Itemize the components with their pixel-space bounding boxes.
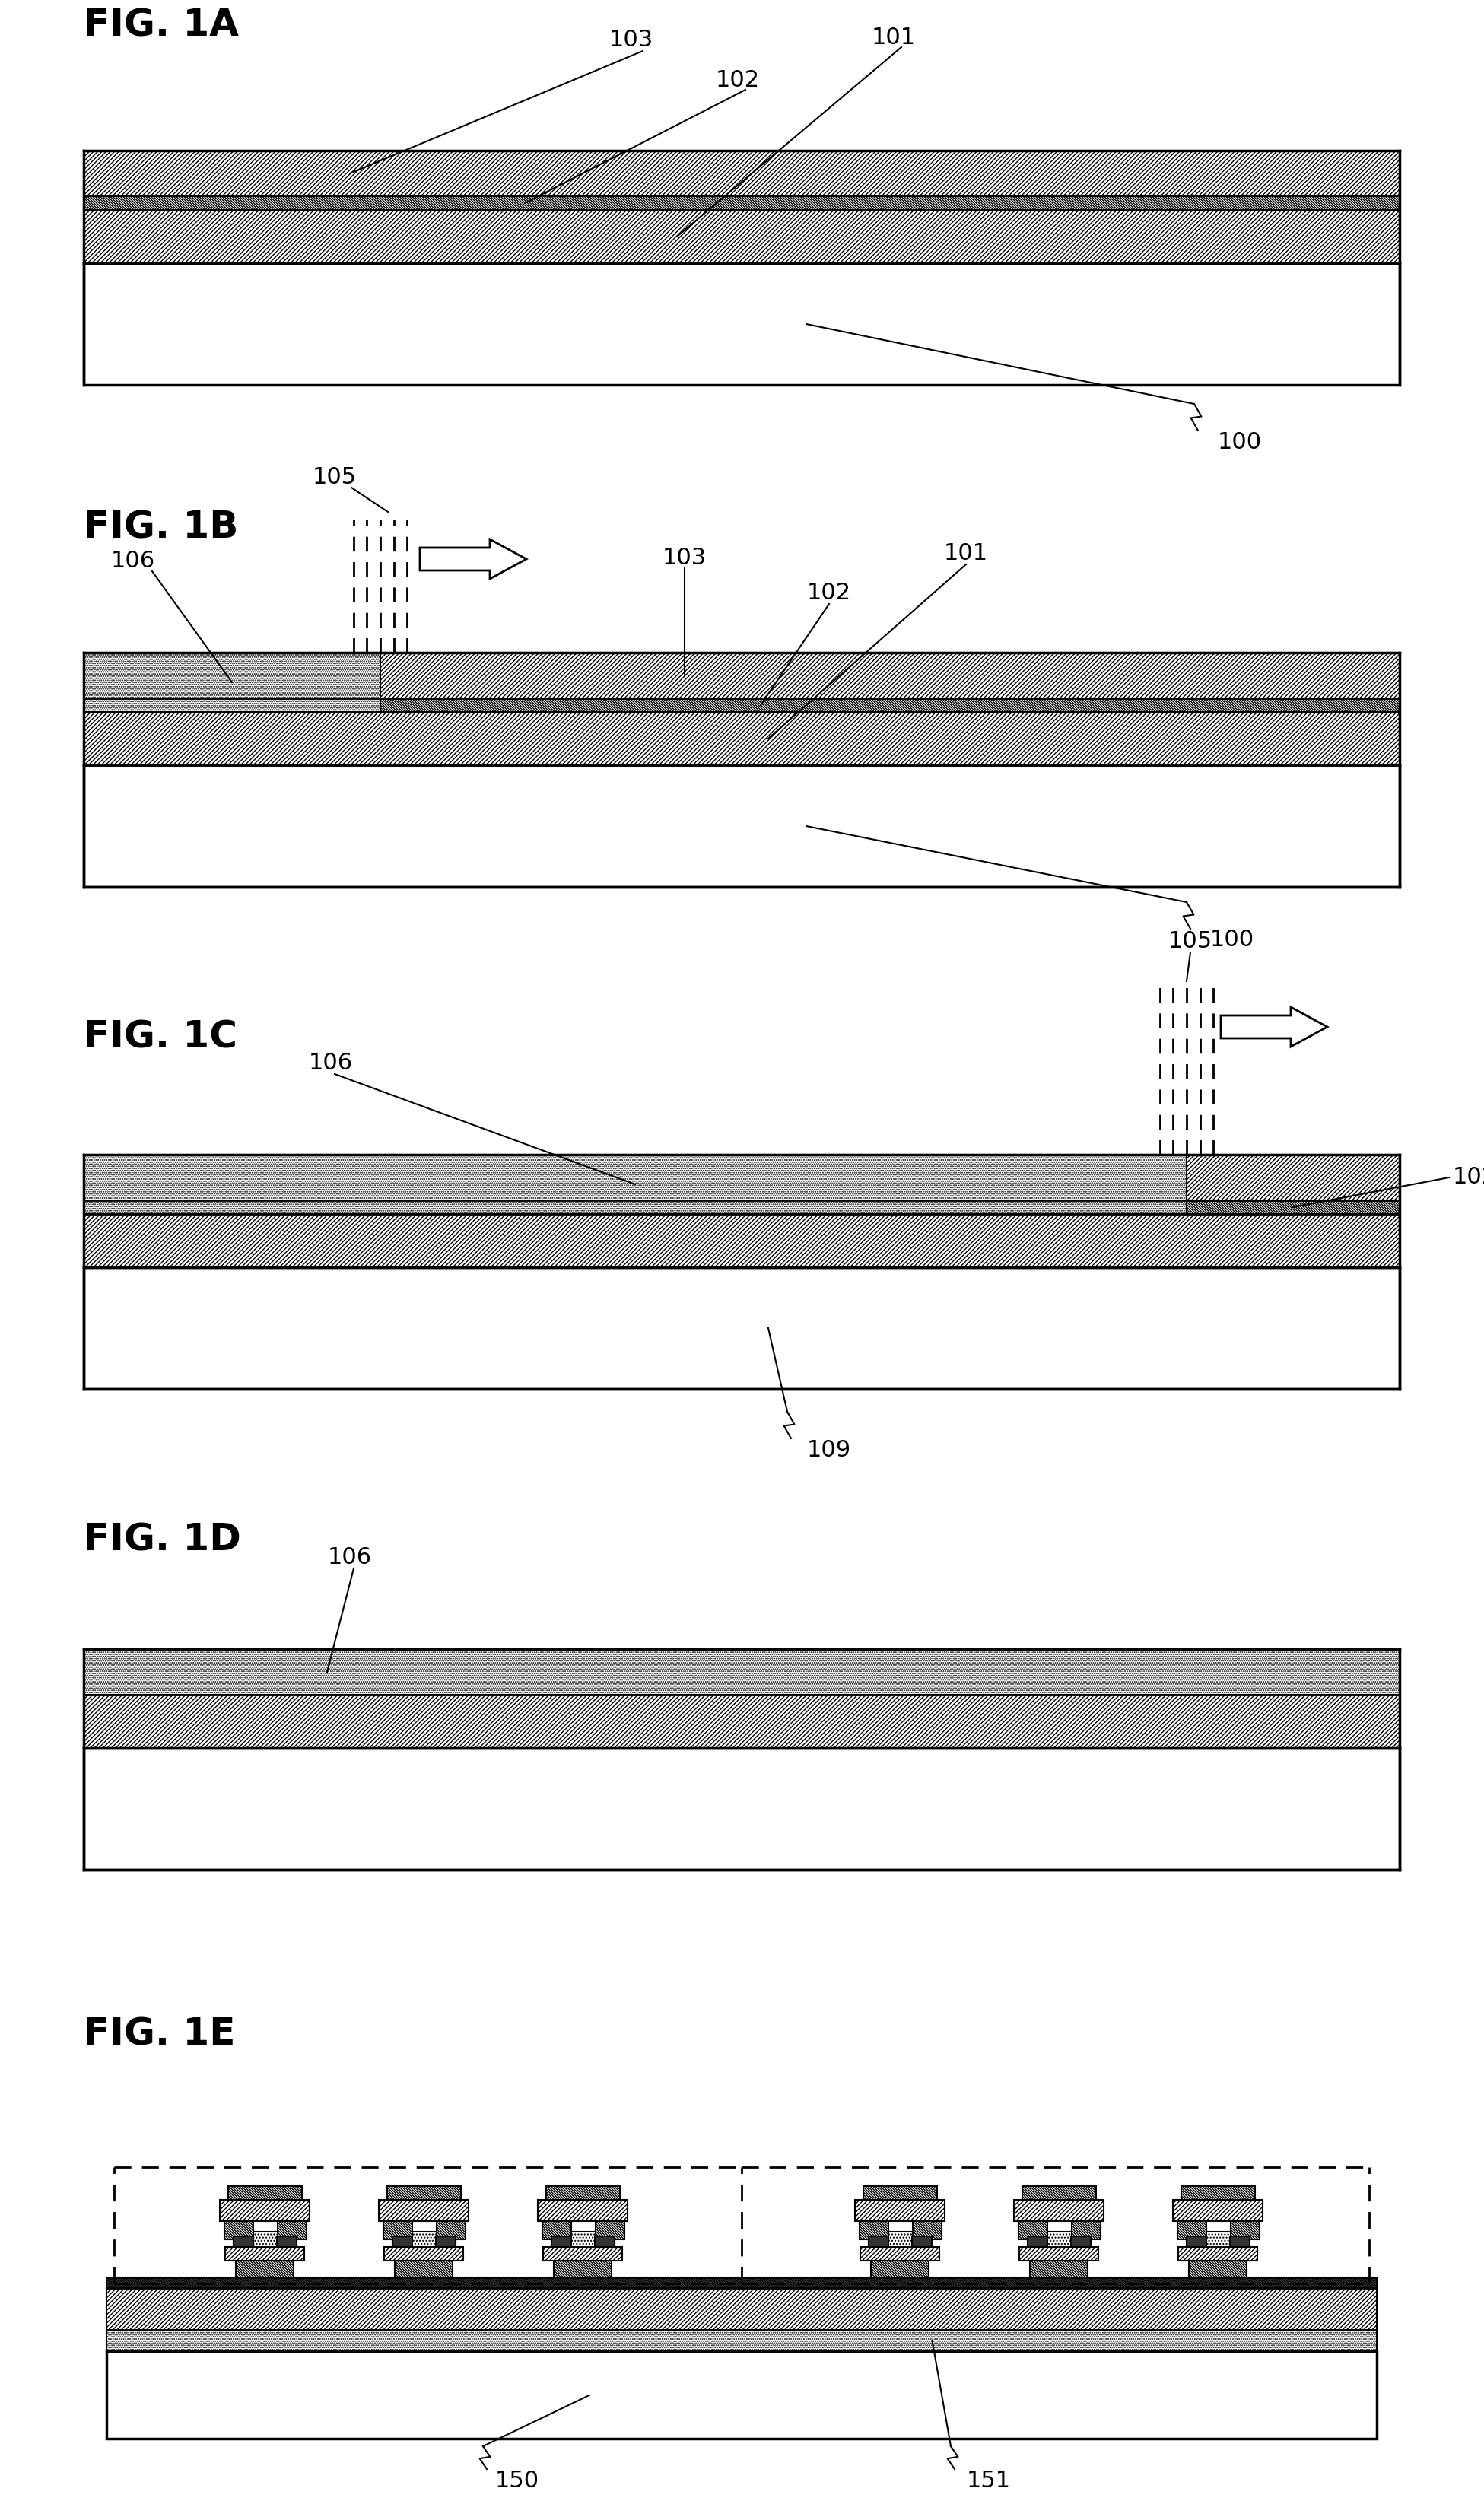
Bar [83,713,1399,765]
Bar [383,2221,413,2238]
Text: FIG. 1E: FIG. 1E [83,2016,236,2053]
Bar [1177,2221,1206,2238]
Bar [83,1748,1399,1871]
Bar [855,2201,945,2221]
Bar [543,2246,622,2261]
Bar [913,2236,932,2246]
Bar [229,2186,301,2201]
Bar [107,2288,1377,2331]
Text: 103: 103 [608,30,653,53]
Bar [1189,2261,1247,2278]
Bar [378,2201,469,2221]
Bar [384,2246,463,2261]
Bar [387,2186,462,2201]
Text: FIG. 1A: FIG. 1A [83,8,239,45]
Bar [436,2221,466,2238]
Bar [380,698,1399,713]
Text: 151: 151 [966,2468,1011,2491]
Bar [380,653,1399,698]
Bar [1018,2221,1048,2238]
Bar [220,2201,310,2221]
Bar [107,2331,1377,2351]
Text: 102: 102 [807,583,852,605]
Bar [1014,2201,1104,2221]
Bar [542,2221,571,2238]
Bar [859,2221,889,2238]
Bar [83,1213,1399,1268]
Text: 106: 106 [309,1053,353,1075]
Bar [1187,2231,1250,2246]
Bar [233,2231,297,2246]
Bar [83,150,1399,195]
Bar [1172,2201,1263,2221]
Bar [1230,2221,1260,2238]
Text: 102: 102 [1453,1165,1484,1188]
Bar [864,2186,936,2201]
Bar [1022,2186,1097,2201]
Bar [595,2221,625,2238]
Bar [861,2246,939,2261]
Bar [107,2351,1377,2438]
Bar [868,2236,889,2246]
Bar [1187,1200,1399,1213]
Text: 106: 106 [328,1546,372,1568]
FancyArrow shape [1221,1008,1327,1045]
Bar [436,2236,456,2246]
Bar [552,2231,614,2246]
Text: 150: 150 [496,2468,539,2491]
Bar [83,765,1399,888]
Text: 100: 100 [1209,930,1254,950]
Text: 100: 100 [1218,430,1261,453]
Bar [1020,2246,1098,2261]
Bar [107,2278,1377,2288]
Bar [1027,2231,1091,2246]
Bar [83,1155,1187,1213]
Text: 101: 101 [944,543,988,565]
Text: FIG. 1B: FIG. 1B [83,510,239,545]
Bar [1027,2236,1048,2246]
Bar [83,210,1399,263]
Bar [871,2261,929,2278]
Bar [278,2221,307,2238]
Bar [913,2221,942,2238]
Bar [83,263,1399,385]
Bar [552,2236,571,2246]
Text: FIG. 1D: FIG. 1D [83,1521,240,1558]
Bar [392,2231,456,2246]
Bar [224,2221,254,2238]
Bar [554,2261,611,2278]
Bar [1071,2236,1091,2246]
Bar [1230,2236,1250,2246]
Bar [395,2261,453,2278]
Text: 103: 103 [662,548,706,568]
Text: 105: 105 [1168,930,1212,953]
Bar [83,653,380,713]
Text: 105: 105 [313,468,356,488]
Bar [868,2231,932,2246]
Bar [1187,2236,1206,2246]
Bar [1181,2186,1255,2201]
Bar [278,2236,297,2246]
Bar [595,2236,614,2246]
Bar [1071,2221,1101,2238]
Bar [1030,2261,1088,2278]
Bar [537,2201,628,2221]
Bar [83,195,1399,210]
Text: FIG. 1C: FIG. 1C [83,1020,237,1055]
Text: 106: 106 [111,550,156,573]
Bar [83,1648,1399,1696]
Text: 109: 109 [807,1438,852,1461]
Bar [83,1696,1399,1748]
Bar [392,2236,413,2246]
Text: 102: 102 [715,70,760,93]
Bar [236,2261,294,2278]
Bar [1178,2246,1257,2261]
Text: 101: 101 [871,28,916,50]
Bar [226,2246,304,2261]
FancyArrow shape [420,540,527,578]
Bar [1187,1155,1399,1200]
Bar [83,1268,1399,1388]
Bar [546,2186,620,2201]
Bar [233,2236,254,2246]
